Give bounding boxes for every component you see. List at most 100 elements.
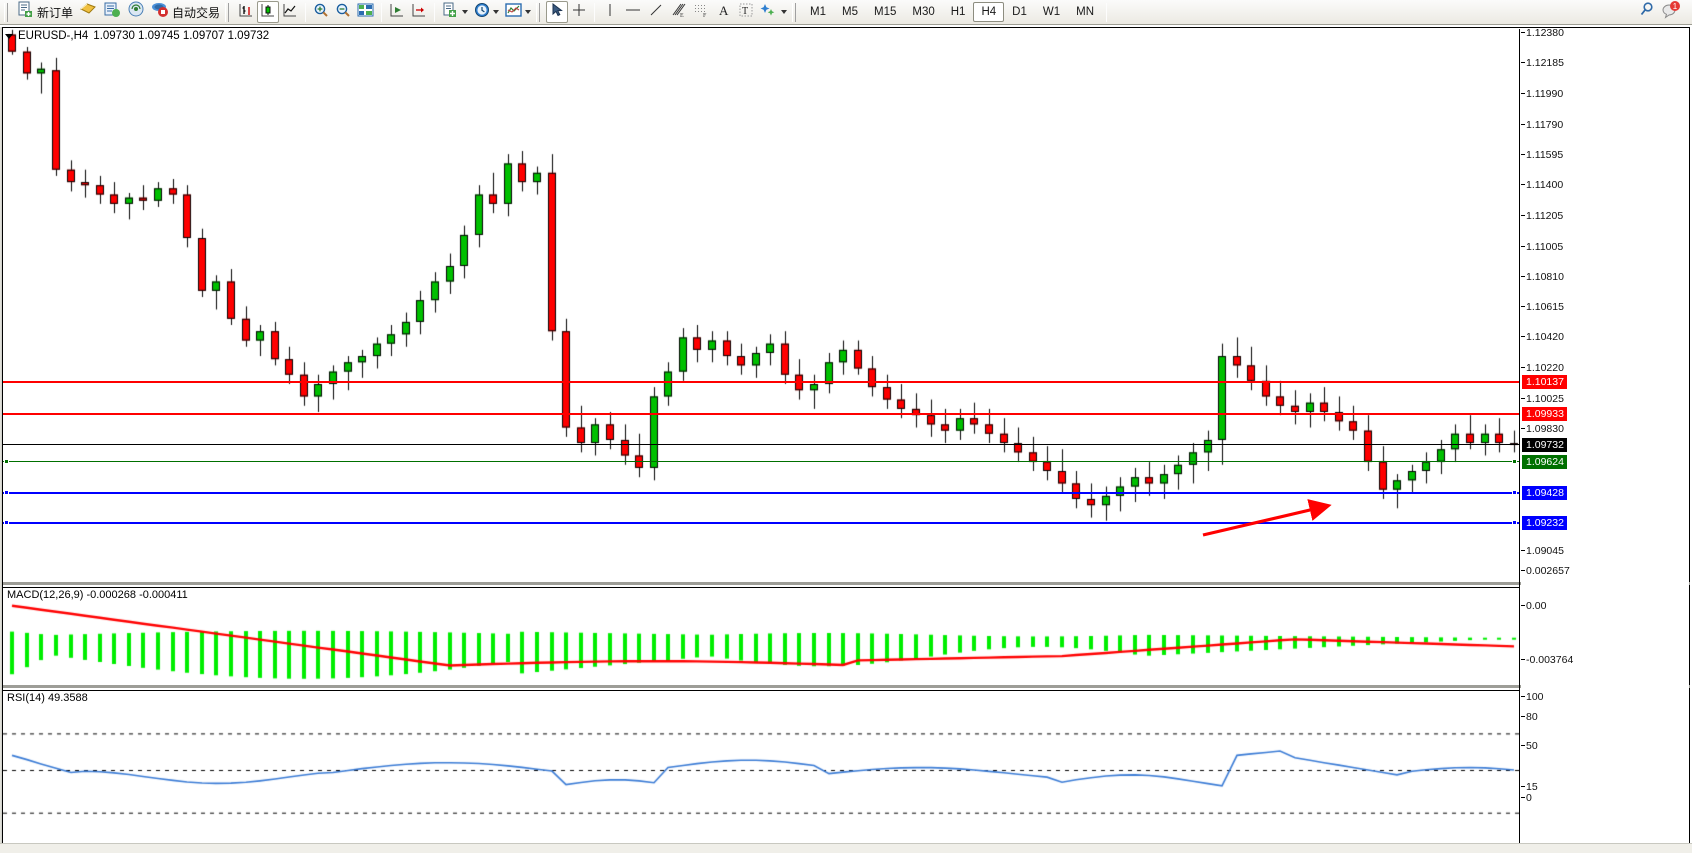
- templates-caret-icon[interactable]: [525, 10, 532, 14]
- rsi-canvas: [3, 691, 1519, 846]
- rsi-scale-tick: 15: [1521, 781, 1538, 793]
- toolbar-separator-5: [1106, 2, 1107, 22]
- price-tick: 1.09045: [1521, 545, 1564, 557]
- price-level-label[interactable]: 1.09933: [1522, 407, 1567, 422]
- price-level-handle[interactable]: [4, 459, 9, 465]
- alert-badge-count: 1: [1673, 2, 1678, 11]
- price-scale[interactable]: 1.12380 1.12185 1.11990 1.11790 1.11595 1.114…: [1520, 28, 1689, 845]
- price-level-handle[interactable]: [1512, 519, 1517, 525]
- cursor-button[interactable]: [546, 1, 569, 23]
- toolbar-grip-3[interactable]: [536, 2, 544, 22]
- price-level-line[interactable]: [3, 381, 1519, 384]
- timeframe-mn[interactable]: MN: [1076, 6, 1094, 18]
- zoom-in-button[interactable]: [310, 1, 332, 23]
- indicators-button[interactable]: [439, 1, 471, 23]
- price-level-label[interactable]: 1.09732: [1522, 438, 1567, 453]
- macd-pane[interactable]: MACD(12,26,9) -0.000268 -0.000411: [3, 587, 1519, 688]
- price-level-handle[interactable]: [4, 519, 9, 525]
- bar-chart-button[interactable]: [235, 1, 257, 23]
- objects-caret-icon[interactable]: [781, 10, 788, 14]
- new-order-button[interactable]: 新订单: [14, 1, 76, 23]
- svg-text:A: A: [719, 3, 729, 18]
- bar-chart-icon: [238, 2, 254, 23]
- chart-grid-icon: [357, 2, 374, 23]
- rsi-pane[interactable]: RSI(14) 49.3588: [3, 690, 1519, 846]
- chart-shift-button[interactable]: [386, 1, 408, 23]
- price-level-line[interactable]: [3, 413, 1519, 416]
- timeframe-m30[interactable]: M30: [912, 6, 935, 18]
- search-button[interactable]: [1635, 1, 1658, 23]
- timeframe-d1[interactable]: D1: [1012, 6, 1027, 18]
- text-label-button[interactable]: T: [735, 1, 757, 23]
- price-level-line[interactable]: [3, 444, 1519, 446]
- horizontal-line-icon: [624, 2, 642, 23]
- chart-grid-button[interactable]: [354, 1, 377, 23]
- objects-button[interactable]: [757, 1, 790, 23]
- chart-menu-triangle-icon[interactable]: [5, 33, 13, 39]
- toolbar-separator-3: [434, 2, 436, 22]
- price-tick: 1.10615: [1521, 301, 1564, 314]
- auto-scroll-button[interactable]: [408, 1, 430, 23]
- alerts-button[interactable]: 1: [1658, 0, 1684, 24]
- candlestick-chart-button[interactable]: [257, 1, 280, 23]
- price-level-handle[interactable]: [1512, 489, 1517, 495]
- period-button[interactable]: [471, 1, 502, 23]
- expert-advisor-button[interactable]: [76, 1, 100, 23]
- timeframe-m15[interactable]: M15: [874, 6, 897, 18]
- channel-button[interactable]: F: [690, 1, 713, 23]
- zoom-out-button[interactable]: [332, 1, 354, 23]
- price-level-label[interactable]: 1.09428: [1522, 485, 1567, 500]
- chart-shift-icon: [389, 2, 405, 23]
- new-order-icon: [17, 1, 34, 23]
- timeframe-w1[interactable]: W1: [1042, 6, 1061, 18]
- symbol-ohlc: 1.09730 1.09745 1.09707 1.09732: [93, 30, 270, 42]
- pane-separator-1: [3, 582, 1690, 585]
- signals-button[interactable]: [124, 1, 148, 23]
- vertical-line-button[interactable]: [599, 1, 621, 23]
- price-pane[interactable]: [3, 29, 1519, 563]
- price-scale-divider: [1519, 29, 1520, 845]
- arrow-annotation-icon: [1202, 499, 1332, 537]
- text-button[interactable]: A: [713, 1, 735, 23]
- horizontal-line-button[interactable]: [621, 1, 645, 23]
- timeframe-h1[interactable]: H1: [950, 6, 966, 18]
- cursor-icon: [550, 2, 565, 22]
- symbol-header: EURUSD-,H4 1.09730 1.09745 1.09707 1.097…: [5, 30, 269, 42]
- price-level-label[interactable]: 1.10137: [1522, 375, 1567, 390]
- price-tick: 1.10220: [1521, 362, 1564, 375]
- period-caret-icon[interactable]: [493, 10, 500, 14]
- price-candles-canvas: [3, 29, 1519, 563]
- rsi-label: RSI(14) 49.3588: [7, 692, 88, 704]
- indicators-caret-icon[interactable]: [462, 10, 469, 14]
- crosshair-button[interactable]: [568, 1, 590, 23]
- zoom-in-icon: [313, 2, 329, 23]
- price-level-handle[interactable]: [4, 489, 9, 495]
- line-chart-button[interactable]: [279, 1, 301, 23]
- price-level-line[interactable]: [3, 461, 1519, 463]
- toolbar-grip[interactable]: [4, 2, 11, 22]
- chart-area[interactable]: EURUSD-,H4 1.09730 1.09745 1.09707 1.097…: [0, 25, 1692, 853]
- price-level-line[interactable]: [3, 491, 1519, 494]
- data-window-button[interactable]: [100, 1, 124, 23]
- price-level-line[interactable]: [3, 521, 1519, 524]
- toolbar-grip-4[interactable]: [792, 2, 800, 22]
- toolbar-separator-4: [594, 2, 596, 22]
- auto-trading-button[interactable]: 自动交易: [148, 1, 223, 23]
- indicators-icon: [442, 2, 459, 23]
- timeframe-m1[interactable]: M1: [810, 6, 827, 18]
- data-window-icon: [103, 1, 121, 23]
- price-level-handle[interactable]: [1512, 459, 1517, 465]
- objects-icon: [760, 2, 778, 23]
- fibonacci-button[interactable]: E: [667, 1, 690, 23]
- templates-button[interactable]: [502, 1, 534, 23]
- toolbar-grip-2[interactable]: [225, 2, 233, 22]
- price-level-label[interactable]: 1.09232: [1522, 515, 1567, 530]
- price-tick: 1.09830: [1521, 423, 1564, 436]
- price-level-label[interactable]: 1.09624: [1522, 455, 1567, 470]
- price-tick: 1.11790: [1520, 118, 1564, 131]
- alerts-icon: 1: [1661, 0, 1681, 24]
- rsi-scale-tick: 80: [1521, 711, 1538, 723]
- timeframe-m5[interactable]: M5: [842, 6, 858, 18]
- trendline-button[interactable]: [645, 1, 667, 23]
- timeframe-h4[interactable]: H4: [973, 2, 1005, 22]
